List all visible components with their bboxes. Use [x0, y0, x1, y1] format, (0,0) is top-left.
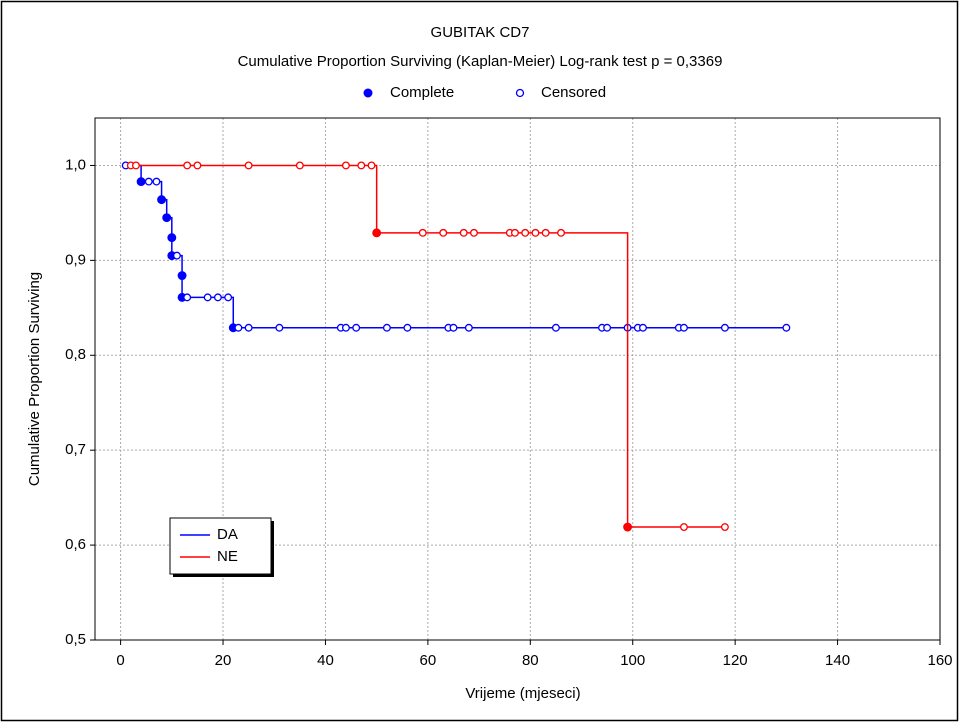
censored-marker — [367, 161, 376, 170]
complete-legend-marker — [363, 88, 373, 98]
censored-marker — [459, 228, 468, 237]
x-tick-label: 140 — [825, 652, 850, 669]
x-axis-label: Vrijeme (mjeseci) — [465, 685, 580, 702]
censored-marker — [464, 323, 473, 332]
censored-marker — [449, 323, 458, 332]
censored-marker — [203, 293, 212, 302]
censored-marker — [275, 323, 284, 332]
chart-subtitle: Cumulative Proportion Surviving (Kaplan-… — [238, 53, 723, 70]
y-tick-label: 1,0 — [65, 156, 86, 173]
censored-marker — [639, 323, 647, 332]
censored-marker — [244, 161, 253, 170]
censored-marker — [341, 161, 350, 170]
censored-marker — [541, 228, 550, 237]
y-tick-label: 0,8 — [65, 346, 86, 363]
censored-marker — [679, 523, 688, 532]
censored-marker — [213, 293, 222, 302]
censored-marker — [224, 293, 233, 302]
y-tick-label: 0,5 — [65, 631, 86, 648]
censored-legend-marker — [515, 88, 525, 98]
censored-marker — [720, 323, 729, 332]
censored-marker — [782, 323, 791, 332]
chart-title: GUBITAK CD7 — [431, 24, 530, 41]
x-tick-label: 20 — [215, 652, 232, 669]
y-tick-label: 0,6 — [65, 536, 86, 553]
censored-marker — [152, 177, 161, 186]
censored-marker — [470, 228, 478, 237]
censored-marker — [403, 323, 412, 332]
censored-marker — [439, 228, 448, 237]
x-tick-label: 100 — [620, 652, 645, 669]
censored-marker — [521, 228, 530, 237]
x-tick-label: 0 — [116, 652, 124, 669]
censored-marker — [551, 323, 560, 332]
censored-marker — [510, 228, 519, 237]
censored-marker — [244, 323, 253, 332]
censored-marker — [720, 523, 729, 532]
censored-marker — [183, 161, 192, 170]
x-tick-label: 160 — [927, 652, 952, 669]
censored-marker — [234, 323, 243, 332]
censored-marker — [557, 228, 565, 237]
x-tick-label: 40 — [317, 652, 334, 669]
complete-marker — [177, 271, 187, 280]
plot-area — [94, 117, 941, 641]
y-axis-label: Cumulative Proportion Surviving — [26, 272, 43, 486]
censored-marker — [144, 177, 153, 186]
complete-marker — [167, 233, 177, 243]
censored-marker — [295, 161, 304, 170]
complete-marker — [623, 522, 633, 532]
censored-marker — [341, 323, 350, 332]
censored-legend-label: Censored — [541, 84, 606, 101]
censored-marker — [132, 161, 140, 170]
censored-marker — [172, 251, 181, 260]
y-tick-label: 0,9 — [65, 251, 86, 268]
censored-marker — [183, 293, 192, 302]
censored-marker — [357, 161, 366, 170]
complete-marker — [157, 195, 167, 205]
complete-marker — [372, 228, 382, 238]
censored-marker — [679, 323, 688, 332]
censored-marker — [352, 323, 361, 332]
y-tick-label: 0,7 — [65, 441, 86, 458]
censored-marker — [418, 228, 427, 237]
censored-marker — [382, 323, 391, 332]
complete-legend-label: Complete — [390, 84, 454, 101]
legend-label: NE — [217, 548, 238, 565]
x-tick-label: 120 — [723, 652, 748, 669]
complete-marker — [162, 213, 172, 223]
complete-marker — [136, 177, 146, 187]
censored-marker — [531, 228, 540, 237]
censored-marker — [193, 161, 202, 170]
legend-label: DA — [217, 526, 238, 543]
censored-marker — [603, 323, 612, 332]
x-tick-label: 60 — [420, 652, 437, 669]
legend-box — [169, 517, 272, 575]
x-tick-label: 80 — [522, 652, 539, 669]
